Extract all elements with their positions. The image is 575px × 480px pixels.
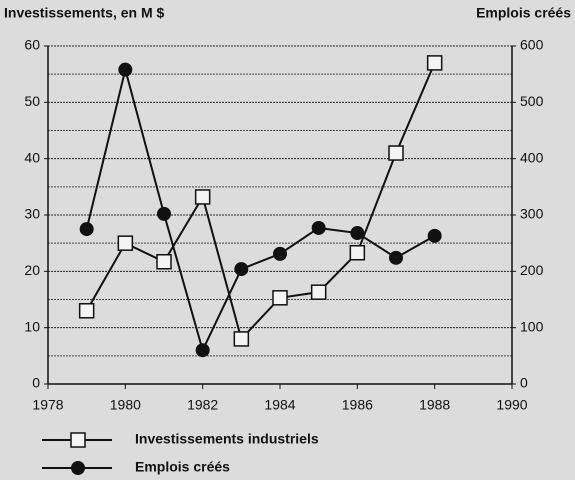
x-tick-label: 1984 [264, 397, 295, 413]
legend-label: Investissements industriels [135, 431, 319, 447]
y-tick-label: 40 [24, 149, 40, 165]
point [389, 250, 403, 265]
y-tick-label: 20 [24, 262, 40, 278]
x-tick-label: 1978 [32, 397, 63, 413]
x-tick-label: 1986 [342, 397, 373, 413]
point [195, 343, 210, 358]
point [310, 284, 327, 300]
point [118, 62, 133, 77]
y2-tick-label: 500 [520, 93, 544, 109]
y-tick-label: 30 [24, 206, 40, 222]
y-tick-label: 60 [24, 37, 40, 53]
point [273, 246, 287, 261]
point [311, 220, 326, 235]
y-tick-label: 10 [24, 318, 40, 334]
point [426, 55, 443, 71]
y-tick-label: 0 [32, 375, 40, 391]
y2-tick-label: 100 [520, 318, 544, 334]
point [79, 222, 94, 237]
y2-tick-label: 400 [520, 149, 544, 165]
x-tick-label: 1982 [187, 397, 218, 413]
point [388, 145, 404, 161]
legend-marker [71, 461, 85, 475]
point [157, 206, 171, 221]
y-axis-title: Investissements, en M $ [4, 5, 165, 21]
legend-label: Emplois créés [135, 459, 230, 475]
point [156, 254, 172, 270]
y2-tick-label: 600 [520, 37, 544, 53]
series-line [85, 62, 436, 341]
point [194, 189, 211, 205]
series-line [85, 69, 436, 354]
x-tick-label: 1988 [419, 397, 450, 413]
point [272, 290, 288, 306]
point [234, 262, 249, 277]
point [349, 244, 366, 261]
y2-axis-title: Emplois créés [476, 5, 571, 21]
point [78, 303, 95, 319]
legend-marker [70, 432, 86, 448]
point [427, 228, 442, 243]
y2-tick-label: 200 [520, 262, 544, 278]
x-tick-label: 1990 [496, 397, 527, 413]
point [350, 226, 365, 241]
x-tick-label: 1980 [110, 397, 141, 413]
point [117, 235, 134, 251]
y-tick-label: 50 [24, 93, 40, 109]
y2-tick-label: 0 [520, 375, 528, 391]
y2-tick-label: 300 [520, 206, 544, 222]
point [233, 331, 250, 347]
